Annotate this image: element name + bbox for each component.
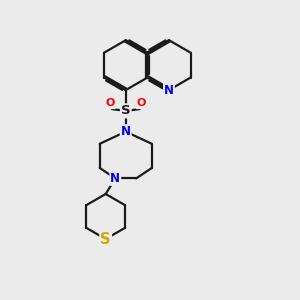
Text: O: O: [106, 98, 115, 108]
Text: N: N: [121, 125, 131, 138]
Text: S: S: [100, 232, 111, 247]
Text: N: N: [164, 84, 174, 97]
Text: N: N: [110, 172, 120, 185]
Text: S: S: [121, 104, 130, 117]
Text: O: O: [137, 98, 146, 108]
